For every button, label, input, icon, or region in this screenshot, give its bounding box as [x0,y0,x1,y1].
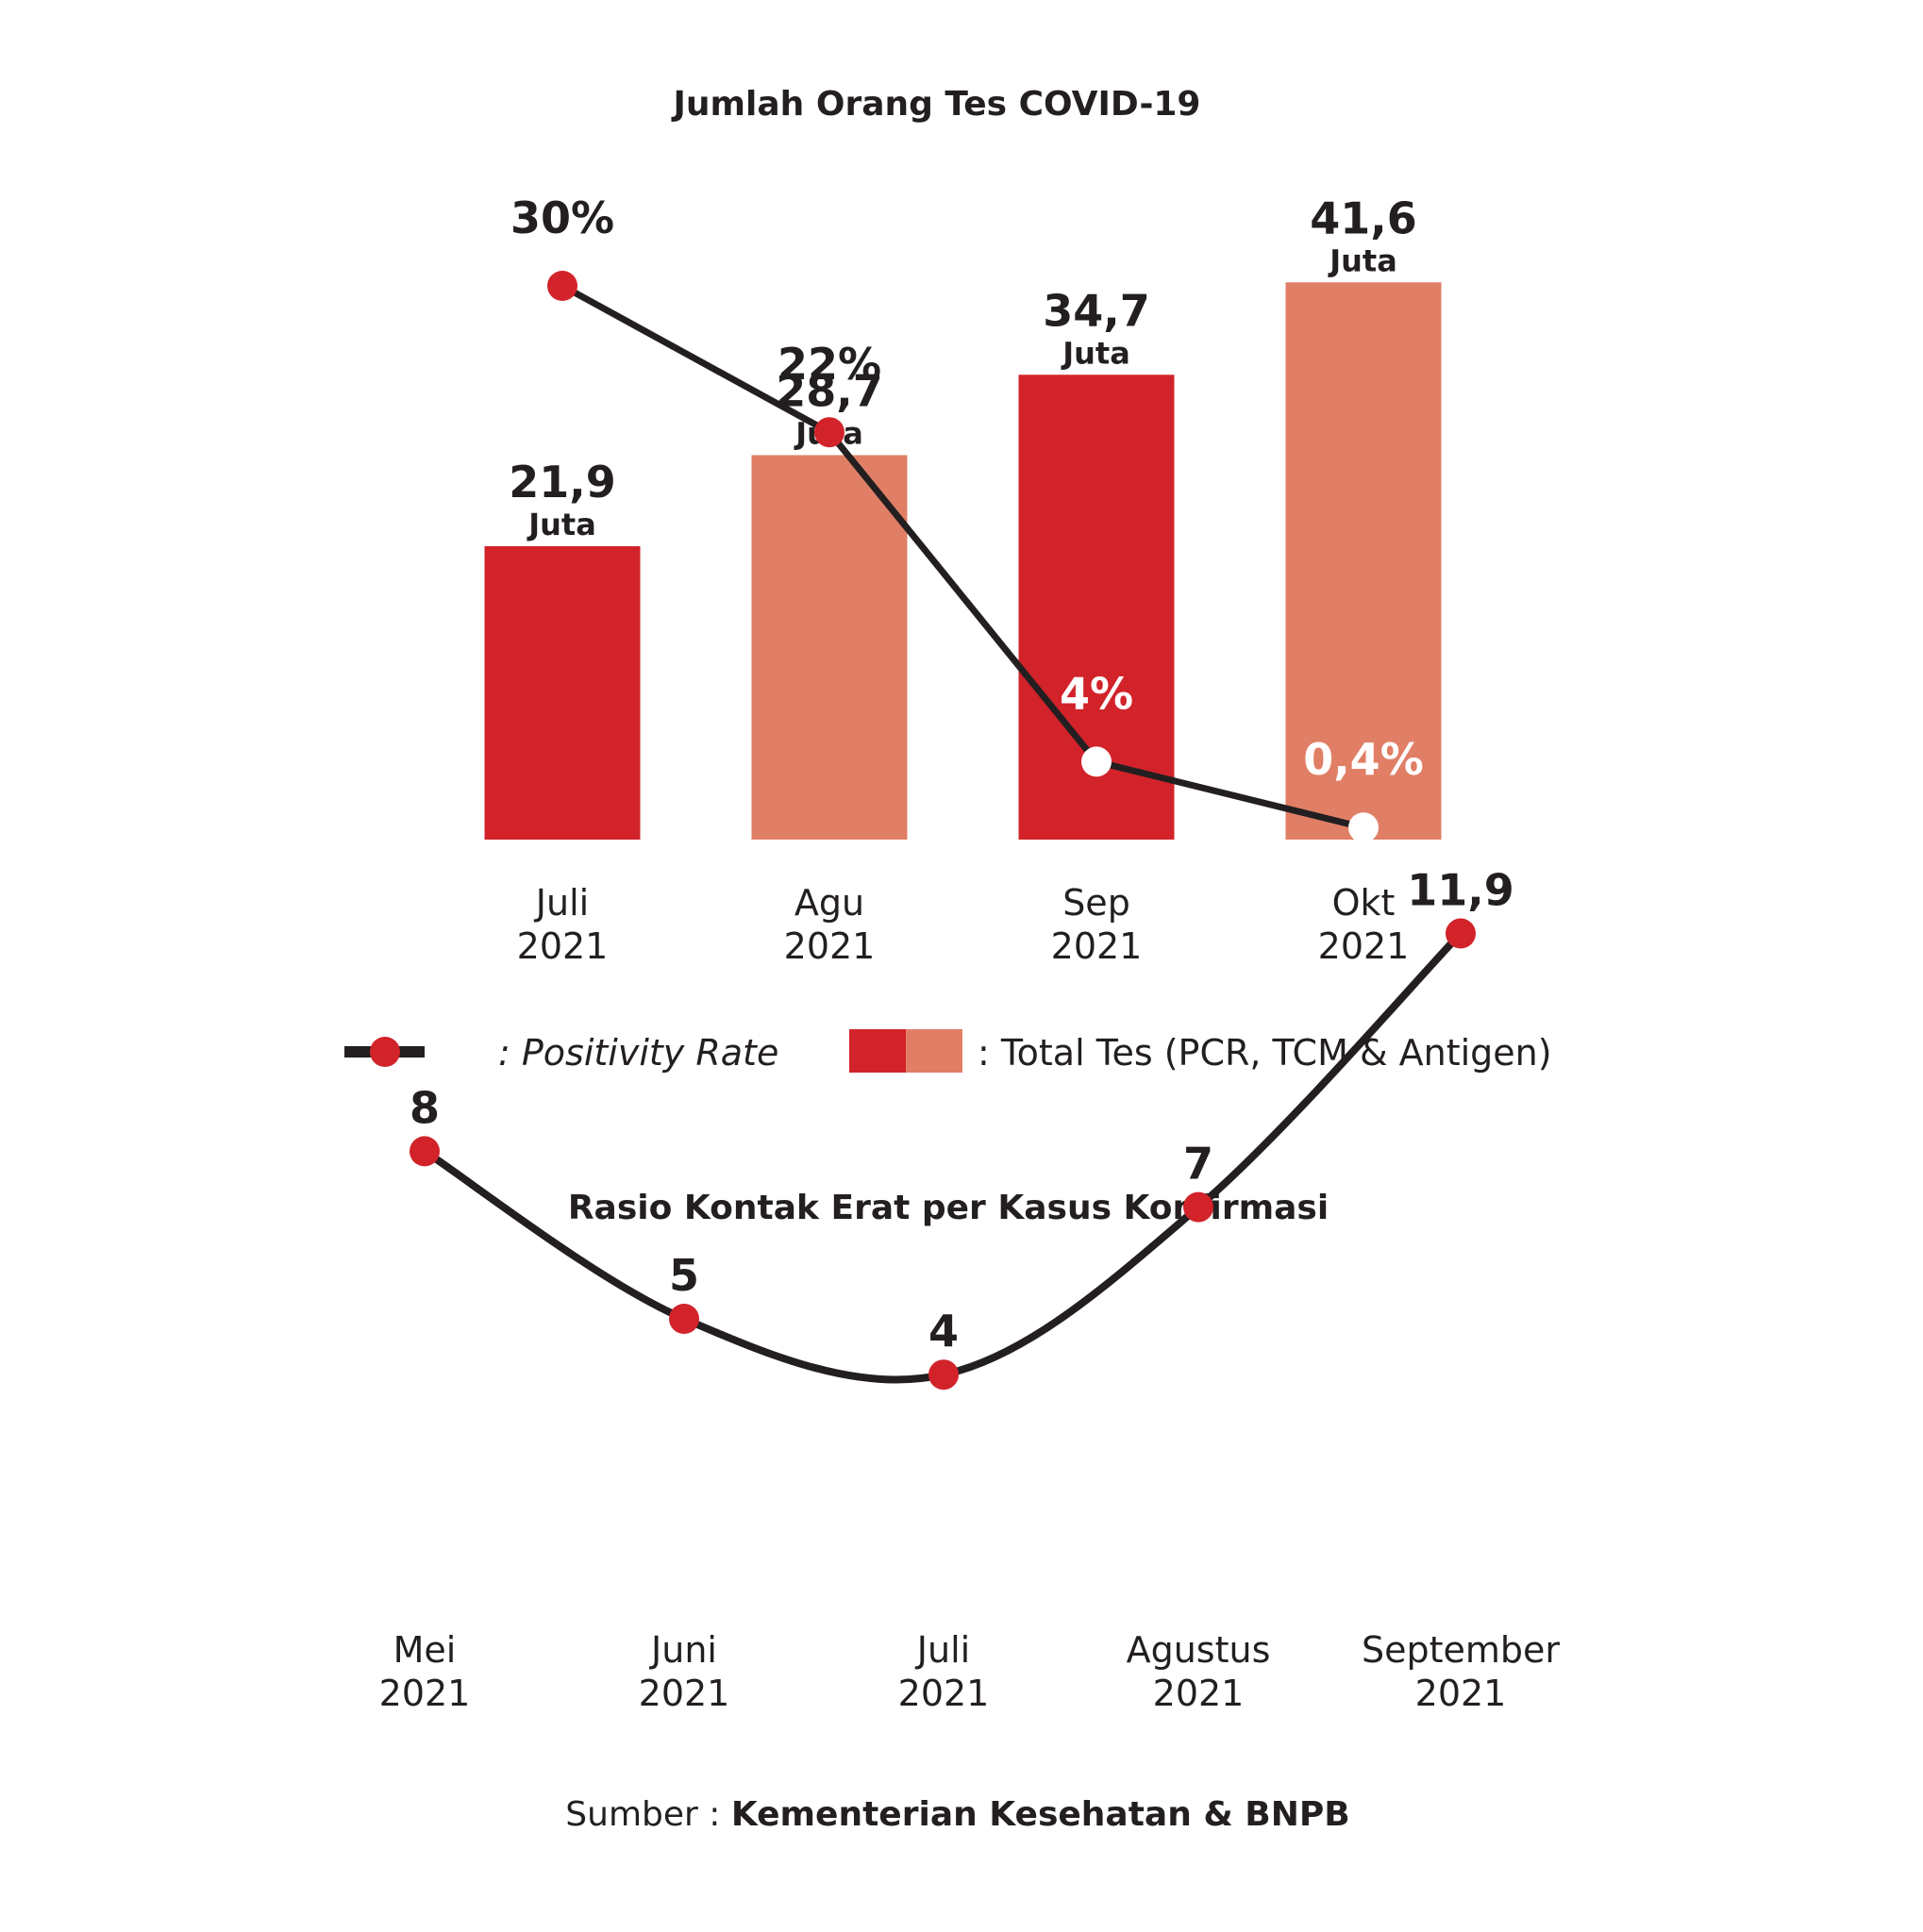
legend-bar-label: : Total Tes (PCR, TCM & Antigen) [978,1032,1552,1074]
bar-value-label-0: 21,9 [509,457,616,508]
ratio-label-3: 7 [1183,1139,1213,1190]
positivity-label-3: 0,4% [1303,734,1424,785]
bar-3 [1285,282,1442,840]
legend-line-label: : Positivity Rate [498,1032,778,1074]
positivity-label-0: 30% [510,192,614,243]
ratio-marker-3 [1183,1191,1213,1223]
bar-unit-label-2: Juta [1061,335,1130,371]
positivity-marker-2 [1081,746,1112,777]
legend: : Positivity Rate : Total Tes (PCR, TCM … [344,1029,1552,1074]
ratio-label-4: 11,9 [1407,865,1514,916]
bar-group [484,282,1442,840]
x2-tick-label-1-0: Juni [649,1629,717,1671]
x-tick-label-2-0: Sep [1062,882,1130,924]
chart1-title: Jumlah Orang Tes COVID-19 [671,85,1201,124]
x2-tick-label-2-0: Juli [915,1629,970,1671]
contact-ratio-chart: Rasio Kontak Erat per Kasus Konfirmasi 8… [379,865,1561,1714]
x2-tick-label-0-1: 2021 [379,1673,471,1714]
positivity-label-2: 4% [1060,668,1133,719]
positivity-line [560,282,1364,831]
bar-0 [484,546,641,840]
source-note: Sumber : Kementerian Kesehatan & BNPB [565,1795,1349,1834]
bar-1 [751,455,908,840]
source-prefix: Sumber : [565,1795,731,1834]
ratio-label-1: 5 [669,1250,699,1301]
x-tick-label-0-1: 2021 [517,925,609,967]
positivity-marker-1 [814,417,844,448]
x2-tick-label-4-0: September [1362,1629,1560,1671]
x-tick-label-1-1: 2021 [784,925,876,967]
ratio-marker-0 [410,1136,440,1167]
x-tick-group-2: Mei2021Juni2021Juli2021Agustus2021Septem… [379,1629,1561,1714]
x-tick-label-0-0: Juli [534,882,589,924]
bar-value-label-3: 41,6 [1310,192,1417,243]
legend-marker-swatch [370,1037,400,1067]
x-tick-label-3-1: 2021 [1318,925,1410,967]
x2-tick-label-0-0: Mei [393,1629,457,1671]
bar-unit-label-3: Juta [1328,242,1397,278]
x-tick-label-1-0: Agu [794,882,864,924]
positivity-label-1: 22% [778,339,881,390]
ratio-marker-1 [669,1304,699,1334]
positivity-line-group: 30% 22% 4% 0,4% [510,192,1424,843]
bar-value-label-1: 28,7 [776,365,883,416]
bar-unit-label-0: Juta [527,507,596,542]
bar-value-label-2: 34,7 [1043,285,1150,336]
ratio-marker-4 [1446,918,1476,949]
source-text: Kementerian Kesehatan & BNPB [731,1795,1350,1834]
x2-tick-label-2-1: 2021 [898,1673,990,1714]
ratio-label-0: 8 [410,1082,440,1133]
x2-tick-label-3-1: 2021 [1153,1673,1245,1714]
positivity-marker-0 [547,271,577,301]
x2-tick-label-3-0: Agustus [1127,1629,1271,1671]
x-tick-label-3-0: Okt [1332,882,1396,924]
x2-tick-label-1-1: 2021 [639,1673,730,1714]
legend-bar-swatch-dark [849,1029,906,1073]
covid-tests-chart: Jumlah Orang Tes COVID-19 21,9Juta28,7Ju… [344,85,1552,1074]
ratio-label-2: 4 [928,1306,959,1357]
ratio-line-group: 8 5 4 7 11,9 [410,865,1514,1391]
ratio-marker-2 [928,1359,959,1391]
x2-tick-label-4-1: 2021 [1415,1673,1507,1714]
legend-bar-swatch-light [906,1029,962,1073]
x-tick-label-2-1: 2021 [1051,925,1143,967]
positivity-marker-3 [1348,812,1379,843]
